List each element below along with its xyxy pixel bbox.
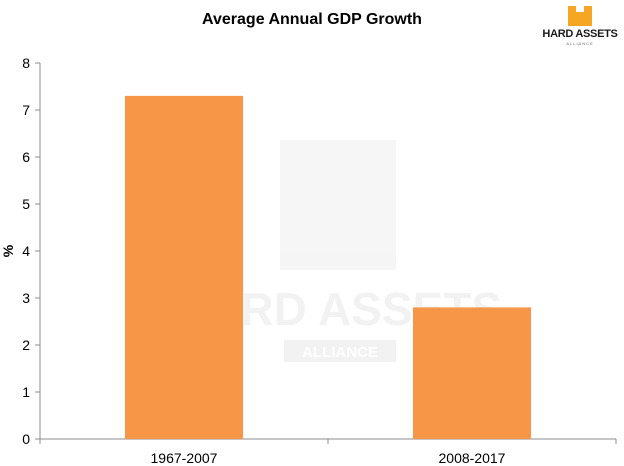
y-tick-label: 4 — [22, 243, 30, 259]
y-tick-label: 3 — [22, 290, 30, 306]
watermark-shape — [280, 140, 396, 270]
y-tick-label: 7 — [22, 102, 30, 118]
y-tick-label: 8 — [22, 55, 30, 71]
watermark-band — [284, 340, 396, 362]
bars — [124, 95, 532, 440]
y-tick-label: 1 — [22, 384, 30, 400]
x-tick-label: 2008-2017 — [439, 450, 506, 466]
chart-title: Average Annual GDP Growth — [202, 11, 422, 28]
tick-labels: 0 1 2 3 4 5 6 7 8 1967-2007 2008-2017 — [22, 55, 505, 466]
logo-text: HARD ASSETS — [542, 28, 618, 40]
y-tick-label: 0 — [22, 431, 30, 447]
y-tick-label: 2 — [22, 337, 30, 353]
y-tick-label: 6 — [22, 149, 30, 165]
bar-1967-2007 — [124, 95, 244, 440]
watermark-subtext: ALLIANCE — [302, 344, 378, 361]
x-tick-label: 1967-2007 — [151, 450, 218, 466]
bar-2008-2017 — [412, 307, 532, 439]
logo-icon — [568, 6, 592, 26]
y-tick-label: 5 — [22, 196, 30, 212]
logo-subtext: ALLIANCE — [566, 41, 594, 46]
brand-logo: HARD ASSETS ALLIANCE — [540, 4, 620, 48]
